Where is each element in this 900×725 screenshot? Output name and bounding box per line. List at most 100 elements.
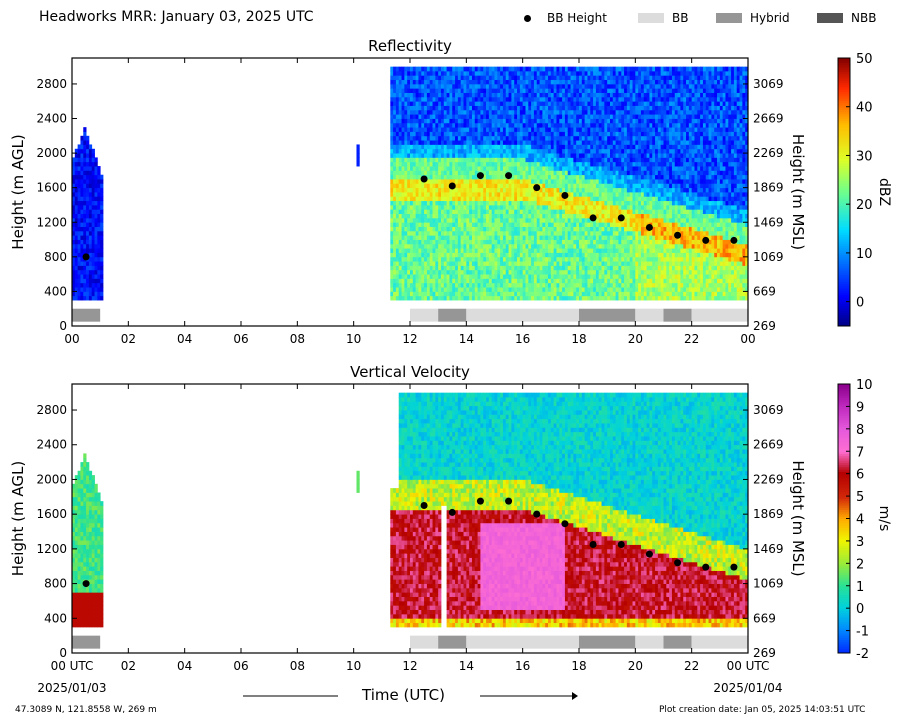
reflectivity-panel: 00 02 04 06 08 10 12 14 16 18 20 22 0004008001200160… [9, 37, 892, 346]
colorbar-tick-label: 0 [856, 602, 864, 617]
colorbar-tick-label: 5 [856, 490, 864, 505]
bb-height-point [589, 541, 597, 549]
vertical-velocity-panel: 00 UTC 02 04 06 08 10 12 14 16 18 20 22 00 UTC2025/0… [9, 363, 892, 695]
x-tick-label: 12 [402, 332, 417, 346]
bb-height-point [448, 508, 456, 516]
y-tick-label: 800 [44, 250, 67, 264]
bb-height-point [730, 563, 738, 571]
y-right-tick-label: 2669 [753, 438, 784, 452]
y-tick-label: 800 [44, 577, 67, 591]
x-tick-label: 00 UTC [51, 659, 94, 673]
bb-type-segment [438, 308, 467, 322]
bb-swatch-icon [638, 13, 664, 23]
bb-type-segment [438, 635, 467, 649]
time-axis-label: Time (UTC) [362, 686, 445, 704]
legend-label: BB Height [547, 11, 607, 25]
y-right-tick-label: 669 [753, 284, 776, 298]
colorbar-tick-label: 1 [856, 580, 864, 595]
bb-type-segment [466, 308, 579, 322]
y-tick-label: 2400 [36, 112, 67, 126]
location-text: 47.3089 N, 121.8558 W, 269 m [15, 705, 157, 715]
x-tick-label: 02 [121, 332, 136, 346]
y-right-tick-label: 2269 [753, 146, 784, 160]
bb-type-segment [410, 308, 439, 322]
x-tick-label: 10 [346, 659, 361, 673]
bb-type-segment [72, 635, 101, 649]
y-right-axis-label: Height (m MSL) [789, 134, 807, 250]
y-tick-label: 2800 [36, 403, 67, 417]
bb-height-point [533, 510, 541, 518]
bb-type-segment [466, 635, 579, 649]
legend-label: BB [672, 11, 689, 25]
heatmap-field [72, 392, 749, 628]
page-title: Headworks MRR: January 03, 2025 UTC [39, 9, 314, 25]
colorbar-tick-label: 10 [856, 247, 873, 262]
x-date-label: 2025/01/03 [37, 681, 106, 695]
x-tick-label: 00 UTC [727, 659, 770, 673]
colorbar-tick-label: 30 [856, 149, 873, 164]
x-tick-label: 08 [290, 659, 305, 673]
y-right-tick-label: 3069 [753, 403, 784, 417]
y-tick-label: 0 [59, 646, 67, 660]
colorbar-tick-label: 6 [856, 468, 864, 483]
bb-height-point [617, 214, 625, 222]
panel-title: Vertical Velocity [350, 363, 470, 381]
x-tick-label: 04 [177, 332, 192, 346]
bb-type-segment [691, 635, 748, 649]
x-tick-label: 16 [515, 332, 530, 346]
x-tick-label: 14 [459, 659, 474, 673]
y-right-tick-label: 1069 [753, 250, 784, 264]
bb-height-point [702, 236, 710, 244]
legend-bb: BB [638, 11, 688, 25]
bb-type-segment [579, 635, 636, 649]
x-tick-label: 18 [571, 659, 586, 673]
y-right-tick-label: 269 [753, 319, 776, 333]
y-tick-label: 1600 [36, 507, 67, 521]
bb-type-segment [663, 308, 692, 322]
bb-height-point [448, 182, 456, 190]
y-tick-label: 2000 [36, 146, 67, 160]
heatmap-field [72, 66, 749, 301]
bb-type-segment [691, 308, 748, 322]
colorbar-tick-label: -1 [856, 625, 869, 640]
y-right-tick-label: 1069 [753, 577, 784, 591]
colorbar-tick-label: 8 [856, 423, 864, 438]
bb-height-point [82, 253, 90, 261]
y-right-tick-label: 269 [753, 646, 776, 660]
y-tick-label: 1200 [36, 215, 67, 229]
bb-height-marker-icon [524, 14, 531, 22]
bb-height-point [476, 497, 484, 505]
legend-bb-height: BB Height [524, 11, 607, 25]
y-tick-label: 2400 [36, 438, 67, 452]
x-tick-label: 18 [571, 332, 586, 346]
bb-height-point [420, 501, 428, 509]
colorbar-tick-label: -2 [856, 647, 869, 662]
bb-height-point [702, 563, 710, 571]
x-tick-label: 14 [459, 332, 474, 346]
x-tick-label: 04 [177, 659, 192, 673]
bb-height-point [476, 172, 484, 180]
y-right-axis-label: Height (m MSL) [789, 460, 807, 576]
y-tick-label: 2800 [36, 77, 67, 91]
y-tick-label: 2000 [36, 472, 67, 486]
x-tick-label: 06 [233, 332, 248, 346]
legend-hybrid: Hybrid [716, 11, 790, 25]
x-tick-label: 16 [515, 659, 530, 673]
bb-height-point [645, 223, 653, 231]
colorbar-tick-label: 0 [856, 296, 864, 311]
bb-type-segment [410, 635, 439, 649]
bb-height-point [505, 172, 513, 180]
y-tick-label: 0 [59, 319, 67, 333]
y-tick-label: 1600 [36, 181, 67, 195]
y-right-tick-label: 1869 [753, 507, 784, 521]
velocity-colorbar: -2 -1 0 1 2 3 4 5 6 7 8 9 10 [837, 378, 873, 662]
y-right-tick-label: 3069 [753, 77, 784, 91]
colorbar-tick-label: 9 [856, 400, 864, 415]
y-tick-label: 1200 [36, 542, 67, 556]
bb-type-segment [663, 635, 692, 649]
bb-type-segment [72, 308, 101, 322]
bb-height-point [533, 184, 541, 192]
x-tick-label: 22 [684, 659, 699, 673]
colorbar-tick-label: 4 [856, 513, 864, 528]
x-tick-label: 20 [628, 332, 643, 346]
